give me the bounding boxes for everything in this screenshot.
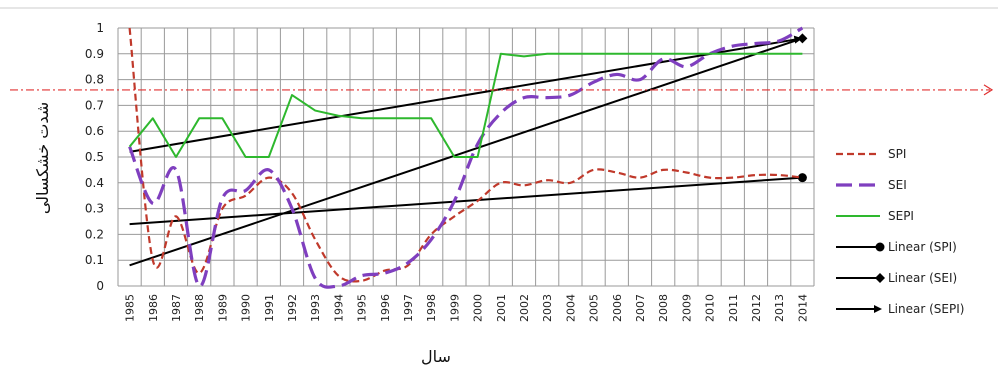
y-tick-label: 0 (96, 279, 104, 293)
x-tick-label: 1993 (309, 294, 322, 322)
y-tick-label: 0.7 (85, 98, 104, 112)
x-tick-label: 1997 (402, 294, 415, 322)
y-tick-label: 0.4 (85, 176, 104, 190)
legend-marker (875, 273, 885, 283)
legend-label: SEI (888, 178, 907, 192)
series-line-sei (128, 26, 804, 289)
x-tick-label: 2011 (727, 294, 740, 322)
x-tick-label: 1989 (216, 294, 229, 322)
x-tick-label: 1988 (193, 294, 206, 322)
x-tick-label: 2004 (564, 294, 577, 322)
trend-end-marker (793, 35, 803, 44)
trend-end-marker (797, 173, 807, 183)
x-tick-label: 1986 (147, 294, 160, 322)
x-tick-label: 2001 (495, 294, 508, 322)
y-tick-label: 0.8 (85, 73, 104, 87)
gridlines (117, 27, 815, 287)
legend-marker (875, 242, 885, 252)
series-line-sepi (128, 52, 803, 158)
x-tick-label: 1990 (240, 294, 253, 322)
y-tick-label: 0.3 (85, 202, 104, 216)
x-tick-label: 1995 (356, 294, 369, 322)
legend-label: Linear (SEPI) (888, 302, 964, 316)
series-line-spi (128, 27, 803, 283)
x-tick-label: 2007 (634, 294, 647, 322)
x-tick-label: 1998 (425, 294, 438, 322)
x-tick-label: 1999 (448, 294, 461, 322)
x-tick-label: 2006 (611, 294, 624, 322)
x-axis-title: سال (421, 347, 451, 366)
x-tick-label: 1992 (286, 294, 299, 322)
y-tick-labels: 0 0.1 0.2 0.3 0.4 0.5 0.6 0.7 0.8 0.9 1 (85, 21, 104, 293)
x-tick-label: 1994 (332, 294, 345, 322)
reference-arrow-icon (983, 84, 994, 96)
x-tick-label: 2009 (680, 294, 693, 322)
x-tick-labels: 1985 1986 1987 1988 1989 1990 1991 1992 1993 1994… (124, 294, 810, 322)
y-tick-label: 0.2 (85, 227, 104, 241)
x-tick-label: 2003 (541, 294, 554, 322)
x-tick-label: 2002 (518, 294, 531, 322)
legend-label: SPI (888, 147, 906, 161)
legend-label: Linear (SPI) (888, 240, 957, 254)
x-tick-label: 2008 (657, 294, 670, 322)
plot-area (128, 26, 808, 289)
x-tick-label: 2010 (704, 294, 717, 322)
legend-label: SEPI (888, 209, 914, 223)
x-tick-label: 2013 (773, 294, 786, 322)
legend-label: Linear (SEI) (888, 271, 957, 285)
x-tick-label: 1996 (379, 294, 392, 322)
trend-line-linearspi (129, 176, 803, 226)
x-tick-label: 1991 (263, 294, 276, 322)
x-tick-label: 2000 (472, 294, 485, 322)
y-tick-label: 0.1 (85, 253, 104, 267)
x-tick-label: 2005 (588, 294, 601, 322)
y-axis-title: شدت خشکسالی (33, 102, 52, 214)
y-tick-label: 1 (96, 21, 104, 35)
legend: SPI SEI SEPI Linear (SPI) Linear (SEI) Linear… (836, 147, 964, 316)
x-tick-label: 2014 (796, 294, 809, 322)
y-tick-label: 0.6 (85, 124, 104, 138)
trend-line-linearsepi (129, 37, 803, 153)
y-tick-label: 0.9 (85, 47, 104, 61)
x-tick-label: 1985 (124, 294, 137, 322)
legend-marker (874, 305, 882, 313)
y-tick-label: 0.5 (85, 150, 104, 164)
x-tick-label: 2012 (750, 294, 763, 322)
trend-line-linearsei (129, 37, 803, 267)
reference-line (10, 84, 994, 96)
x-tick-label: 1987 (170, 294, 183, 322)
